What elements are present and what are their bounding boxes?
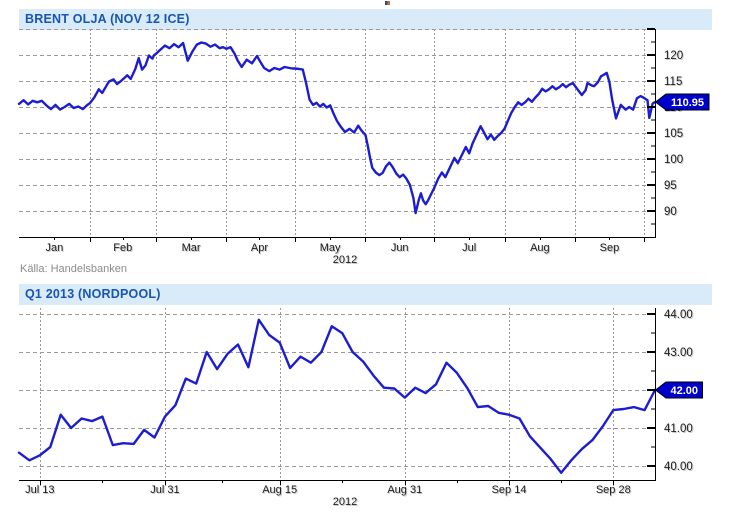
tiny-image-artifact [385,1,390,5]
price-line [17,41,657,215]
svg-text:Aug 31: Aug 31 [387,484,422,496]
source-note: Källa: Handelsbanken [20,263,128,275]
axes [19,29,657,239]
h-gridlines [19,314,655,467]
svg-text:Apr: Apr [251,242,268,254]
brent-plot: 9095100105110115120JanFebMarAprMayJunJul… [17,28,710,266]
y-tick-labels: 9095100105110115120 [664,50,683,218]
svg-text:105: 105 [664,128,683,140]
last-value-badge: 110.95 [654,93,710,111]
svg-text:110.95: 110.95 [671,97,704,109]
year-label: 2012 [333,254,357,266]
svg-text:Sep 28: Sep 28 [596,484,631,496]
v-gridlines [40,308,614,487]
svg-text:Mar: Mar [182,242,201,254]
svg-text:120: 120 [664,50,683,62]
svg-text:115: 115 [664,76,682,88]
ticks [54,28,655,242]
svg-text:Feb: Feb [113,242,132,254]
svg-text:Jan: Jan [45,242,63,254]
ticks [39,313,655,485]
svg-text:Sep 14: Sep 14 [492,484,527,496]
h-gridlines [19,29,655,212]
axes [19,308,657,482]
svg-text:May: May [320,242,341,254]
chart-title-nordpool: Q1 2013 (NORDPOOL) [19,284,712,305]
svg-text:Aug: Aug [530,242,550,254]
svg-text:44.00: 44.00 [664,309,693,321]
svg-text:41.00: 41.00 [664,423,693,435]
x-tick-labels: Jul 13 Jul 31 Aug 15 Aug 31 Sep 14 Sep 28 [25,484,631,496]
svg-text:43.00: 43.00 [664,347,693,359]
svg-text:Aug 15: Aug 15 [262,484,297,496]
nordpool-plot: 40.00 41.00 42.00 43.00 44.00 Jul 13 Jul 31 Aug… [17,308,703,508]
svg-text:Jul 13: Jul 13 [25,484,54,496]
year-label: 2012 [333,496,357,508]
svg-text:Jul: Jul [462,242,476,254]
svg-text:Sep: Sep [600,242,620,254]
brent-chart: 9095100105110115120JanFebMarAprMayJunJul… [17,28,710,266]
svg-text:100: 100 [664,154,683,166]
last-value-badge: 42.00 [654,381,703,399]
svg-text:Jul 31: Jul 31 [150,484,179,496]
chart-title-brent: BRENT OLJA (NOV 12 ICE) [19,9,712,30]
x-tick-labels: Jan Feb Mar Apr May Jun Jul Aug Sep [45,242,619,254]
svg-text:Jun: Jun [391,242,409,254]
v-gridlines [90,29,645,237]
svg-text:90: 90 [664,206,677,218]
svg-text:42.00: 42.00 [670,385,698,397]
svg-text:95: 95 [664,180,677,192]
price-line [17,318,657,475]
nordpool-chart: 40.00 41.00 42.00 43.00 44.00 Jul 13 Jul 31 Aug… [17,308,703,508]
svg-text:40.00: 40.00 [664,461,693,473]
